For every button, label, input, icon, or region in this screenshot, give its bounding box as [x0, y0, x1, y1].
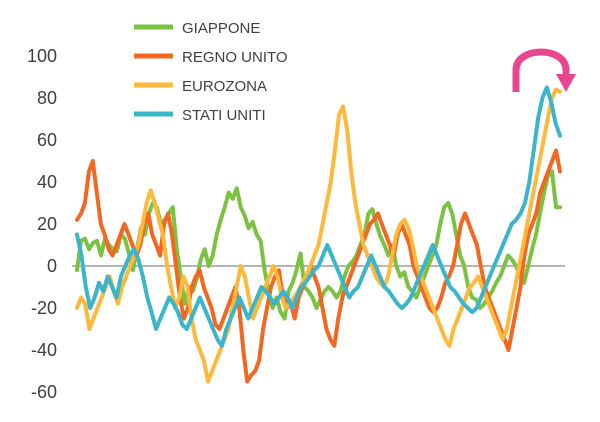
curved-arrow-icon — [512, 48, 576, 92]
series-line-eurozona — [75, 87, 562, 384]
series-lines — [75, 85, 562, 384]
series-line-regno-unito — [75, 148, 562, 384]
y-tick-label: -40 — [31, 340, 57, 360]
legend: GIAPPONE REGNO UNITO EUROZONA STATI UNITI — [134, 20, 288, 124]
legend-label: EUROZONA — [182, 78, 267, 95]
series-line-stati-uniti — [75, 85, 562, 348]
y-tick-label: 20 — [37, 214, 57, 234]
legend-label: REGNO UNITO — [182, 49, 288, 66]
y-tick-label: 80 — [37, 88, 57, 108]
legend-label: STATI UNITI — [182, 107, 266, 124]
y-tick-label: -60 — [31, 382, 57, 402]
y-axis: 100 80 60 40 20 0 -20 -40 -60 — [27, 46, 57, 402]
y-tick-label: -20 — [31, 298, 57, 318]
y-tick-label: 0 — [47, 256, 57, 276]
legend-label: GIAPPONE — [182, 20, 260, 37]
y-tick-label: 60 — [37, 130, 57, 150]
y-tick-label: 100 — [27, 46, 57, 66]
y-tick-label: 40 — [37, 172, 57, 192]
